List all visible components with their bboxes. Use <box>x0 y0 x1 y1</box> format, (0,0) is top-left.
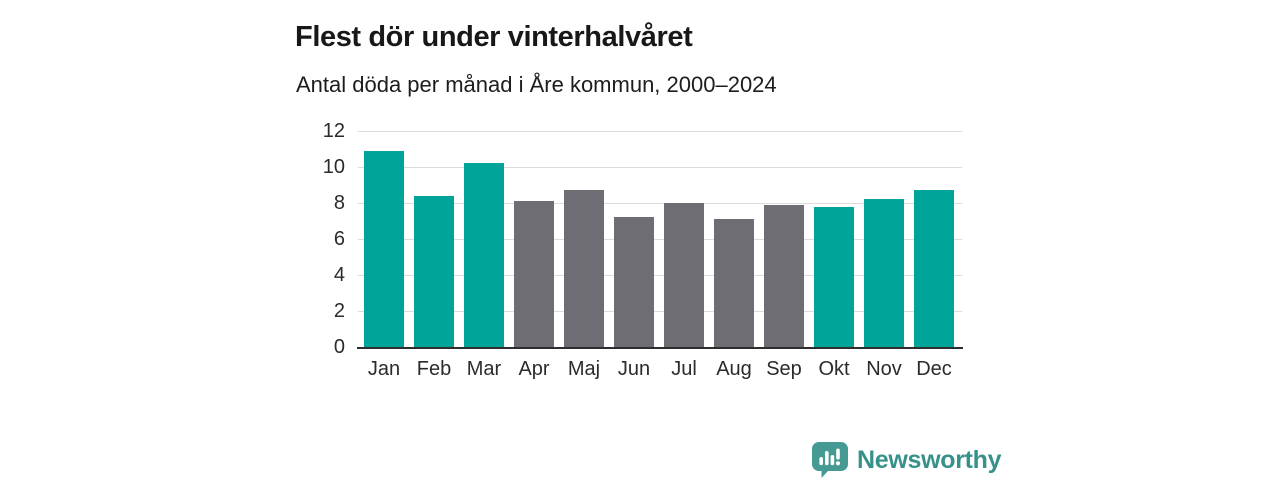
bar-apr <box>514 201 554 347</box>
bar-chart-plot <box>358 130 962 347</box>
y-axis-tick-label: 6 <box>333 228 345 250</box>
bar-aug <box>714 219 754 347</box>
bar-feb <box>414 195 454 347</box>
x-axis-tick-label: Jun <box>617 358 651 380</box>
bar-sep <box>764 204 804 347</box>
bar-okt <box>814 206 854 347</box>
x-axis-tick-label: Apr <box>518 358 550 380</box>
newsworthy-logo: Newsworthy <box>812 442 1002 478</box>
bar-jul <box>664 203 704 347</box>
bar-nov <box>864 199 904 347</box>
newsworthy-logo-icon <box>812 442 848 478</box>
x-axis-tick-label: Mar <box>466 358 502 380</box>
y-axis-tick-label: 12 <box>322 120 345 142</box>
bar-jan <box>364 150 404 347</box>
newsworthy-wordmark: Newsworthy <box>857 445 1002 474</box>
x-axis-tick-label: Jul <box>671 358 697 380</box>
x-axis-tick-label: Maj <box>567 358 601 380</box>
x-axis-tick-label: Okt <box>818 358 850 380</box>
x-axis-tick-label: Dec <box>916 358 952 380</box>
x-axis-tick-label: Feb <box>416 358 452 380</box>
y-axis-tick-label: 8 <box>333 192 345 214</box>
bar-dec <box>914 190 954 347</box>
y-axis-tick-label: 2 <box>333 300 345 322</box>
bar-maj <box>564 190 604 347</box>
gridline-6 <box>358 238 962 240</box>
gridline-10 <box>358 166 962 168</box>
y-axis-tick-label: 4 <box>333 264 345 286</box>
speech-bubble-shape <box>812 442 848 478</box>
x-axis-tick-label: Sep <box>766 358 802 380</box>
gridline-4 <box>358 274 962 276</box>
gridline-8 <box>358 202 962 204</box>
x-axis-line <box>357 347 963 349</box>
x-axis-tick-label: Aug <box>716 358 752 380</box>
chart-subtitle: Antal döda per månad i Åre kommun, 2000–… <box>296 72 777 97</box>
y-axis-tick-label: 0 <box>333 336 345 358</box>
gridline-2 <box>358 310 962 312</box>
x-axis-tick-label: Nov <box>866 358 902 380</box>
gridline-12 <box>358 130 962 132</box>
bar-jun <box>614 217 654 347</box>
y-axis-tick-label: 10 <box>322 156 345 178</box>
x-axis-tick-label: Jan <box>367 358 401 380</box>
bar-mar <box>464 163 504 347</box>
chart-title: Flest dör under vinterhalvåret <box>295 21 693 54</box>
